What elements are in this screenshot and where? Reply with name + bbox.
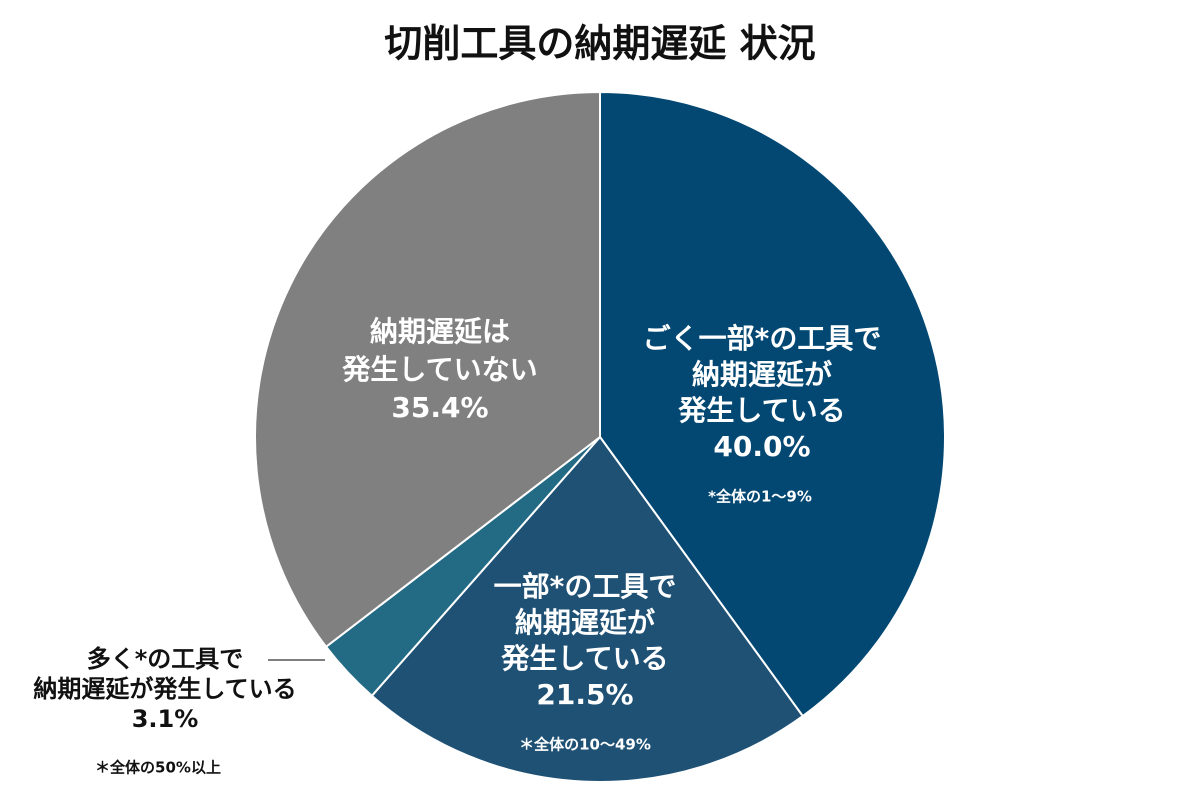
slice-label: 納期遅延が <box>692 358 832 391</box>
value-label: 40.0% <box>713 430 810 463</box>
slice-label: 一部*の工具で <box>494 570 677 603</box>
slice-label: 発生していない <box>341 353 537 386</box>
slice-label: 多く*の工具で <box>87 645 244 673</box>
note: *全体の1〜9% <box>708 488 812 506</box>
value-label: 3.1% <box>132 705 199 733</box>
value-label: 35.4% <box>391 391 488 424</box>
pie-slice <box>599 90 946 718</box>
pie-slice <box>254 90 601 649</box>
slice-label: ごく一部*の工具で <box>643 322 882 355</box>
slice-label: 納期遅延は <box>370 315 510 348</box>
pie-slice <box>370 435 805 783</box>
slice-label: 発生している <box>677 394 845 427</box>
chart-title: 切削工具の納期遅延 状況 <box>384 22 815 66</box>
note: ＊全体の50%以上 <box>95 759 221 777</box>
slice-label: 発生している <box>500 642 668 675</box>
note: ＊全体の10〜49% <box>519 736 651 754</box>
slice-label: 納期遅延が発生している <box>33 675 296 703</box>
slice-label: 納期遅延が <box>515 606 655 639</box>
value-label: 21.5% <box>536 678 633 711</box>
